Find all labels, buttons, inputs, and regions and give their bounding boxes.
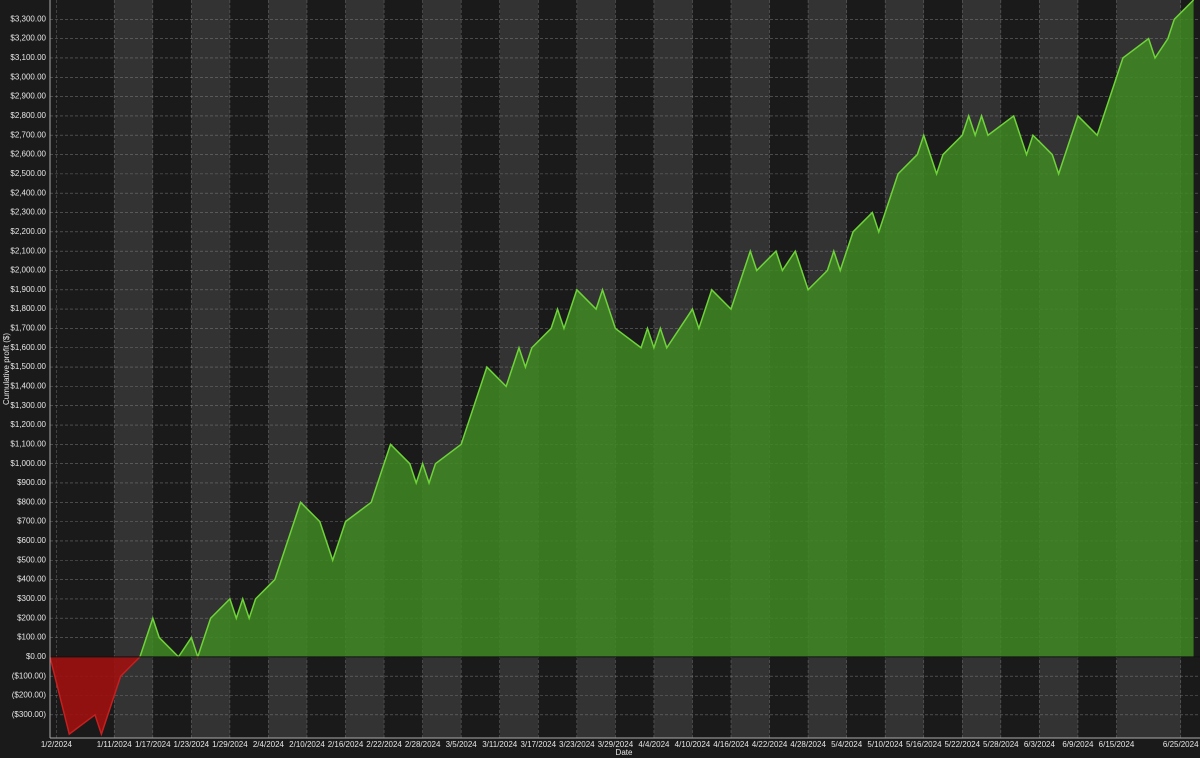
x-tick-label: 5/28/2024 bbox=[983, 740, 1019, 749]
x-tick-label: 2/22/2024 bbox=[366, 740, 402, 749]
x-tick-label: 5/4/2024 bbox=[831, 740, 863, 749]
x-tick-label: 4/28/2024 bbox=[790, 740, 826, 749]
y-tick-label: $2,400.00 bbox=[10, 188, 46, 197]
x-tick-label: 4/22/2024 bbox=[752, 740, 788, 749]
x-tick-label: 2/4/2024 bbox=[253, 740, 285, 749]
x-tick-label: 1/2/2024 bbox=[41, 740, 73, 749]
y-tick-label: $300.00 bbox=[17, 594, 46, 603]
y-tick-label: $100.00 bbox=[17, 633, 46, 642]
x-tick-label: 1/17/2024 bbox=[135, 740, 171, 749]
line-positive bbox=[50, 0, 1195, 657]
x-axis-label: Date bbox=[616, 748, 633, 757]
y-tick-label: $600.00 bbox=[17, 536, 46, 545]
y-axis-label: Cumulative profit ($) bbox=[2, 333, 11, 405]
x-tick-label: 1/11/2024 bbox=[97, 740, 133, 749]
y-tick-label: $1,900.00 bbox=[10, 285, 46, 294]
y-tick-label: $2,100.00 bbox=[10, 246, 46, 255]
x-tick-label: 6/25/2024 bbox=[1163, 740, 1199, 749]
y-tick-label: $2,300.00 bbox=[10, 208, 46, 217]
x-tick-label: 4/10/2024 bbox=[675, 740, 711, 749]
x-tick-label: 2/28/2024 bbox=[405, 740, 441, 749]
y-tick-label: $1,400.00 bbox=[10, 381, 46, 390]
y-tick-label: ($100.00) bbox=[12, 671, 47, 680]
y-tick-label: $2,500.00 bbox=[10, 169, 46, 178]
y-tick-label: $1,500.00 bbox=[10, 362, 46, 371]
y-tick-label: $1,800.00 bbox=[10, 304, 46, 313]
y-tick-label: $1,200.00 bbox=[10, 420, 46, 429]
x-tick-label: 5/10/2024 bbox=[867, 740, 903, 749]
x-tick-label: 3/29/2024 bbox=[598, 740, 634, 749]
y-tick-label: $0.00 bbox=[26, 652, 47, 661]
y-tick-label: $400.00 bbox=[17, 575, 46, 584]
y-tick-label: $1,600.00 bbox=[10, 343, 46, 352]
y-tick-label: $1,700.00 bbox=[10, 324, 46, 333]
y-tick-label: $2,600.00 bbox=[10, 150, 46, 159]
y-tick-label: $3,100.00 bbox=[10, 53, 46, 62]
x-tick-label: 5/22/2024 bbox=[944, 740, 980, 749]
y-tick-label: $200.00 bbox=[17, 613, 46, 622]
y-tick-label: $700.00 bbox=[17, 517, 46, 526]
y-tick-label: $900.00 bbox=[17, 478, 46, 487]
y-tick-label: $1,000.00 bbox=[10, 459, 46, 468]
x-tick-label: 3/11/2024 bbox=[482, 740, 518, 749]
y-tick-label: ($300.00) bbox=[12, 710, 47, 719]
x-tick-label: 3/5/2024 bbox=[446, 740, 478, 749]
x-tick-label: 1/23/2024 bbox=[174, 740, 210, 749]
x-tick-label: 4/16/2024 bbox=[713, 740, 749, 749]
x-tick-label: 1/29/2024 bbox=[212, 740, 248, 749]
y-tick-label: $2,200.00 bbox=[10, 227, 46, 236]
y-tick-label: $2,700.00 bbox=[10, 130, 46, 139]
x-tick-label: 3/17/2024 bbox=[520, 740, 556, 749]
x-tick-label: 6/15/2024 bbox=[1099, 740, 1135, 749]
y-tick-label: $1,100.00 bbox=[10, 439, 46, 448]
y-tick-label: $3,200.00 bbox=[10, 34, 46, 43]
x-tick-label: 6/9/2024 bbox=[1062, 740, 1094, 749]
y-tick-label: $3,300.00 bbox=[10, 14, 46, 23]
y-tick-label: $500.00 bbox=[17, 555, 46, 564]
y-tick-label: $1,300.00 bbox=[10, 401, 46, 410]
x-tick-label: 2/16/2024 bbox=[328, 740, 364, 749]
x-tick-label: 5/16/2024 bbox=[906, 740, 942, 749]
y-tick-label: $2,900.00 bbox=[10, 92, 46, 101]
y-tick-label: $2,000.00 bbox=[10, 266, 46, 275]
y-tick-label: $800.00 bbox=[17, 497, 46, 506]
x-tick-label: 2/10/2024 bbox=[289, 740, 325, 749]
x-tick-label: 3/23/2024 bbox=[559, 740, 595, 749]
y-tick-label: $2,800.00 bbox=[10, 111, 46, 120]
x-tick-label: 4/4/2024 bbox=[638, 740, 670, 749]
area-positive bbox=[139, 0, 1194, 657]
y-tick-label: ($200.00) bbox=[12, 691, 47, 700]
y-tick-label: $3,000.00 bbox=[10, 72, 46, 81]
band bbox=[114, 0, 153, 738]
x-tick-label: 6/3/2024 bbox=[1024, 740, 1056, 749]
